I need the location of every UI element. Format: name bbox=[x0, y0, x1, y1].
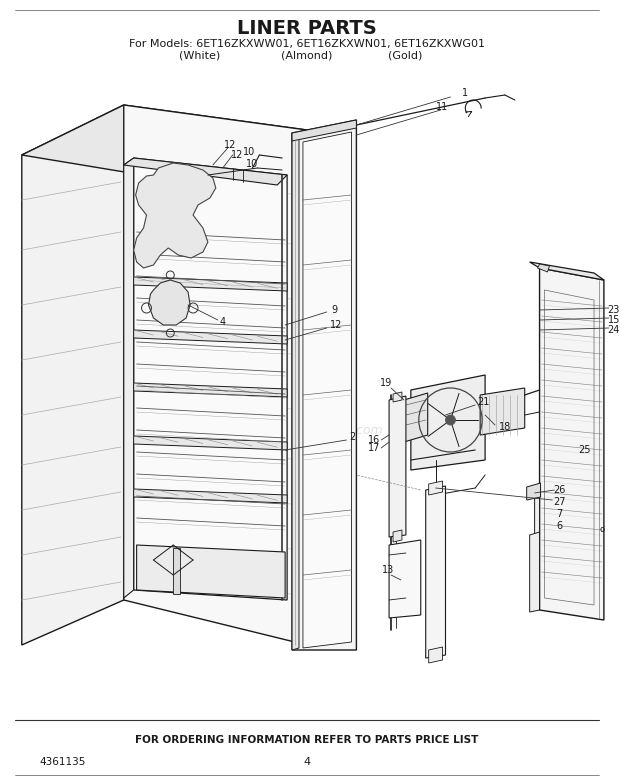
Polygon shape bbox=[393, 392, 402, 402]
Polygon shape bbox=[539, 268, 604, 620]
Polygon shape bbox=[124, 105, 307, 645]
Polygon shape bbox=[134, 436, 287, 450]
Polygon shape bbox=[292, 133, 299, 650]
Polygon shape bbox=[22, 105, 124, 645]
Text: (White): (White) bbox=[179, 50, 220, 60]
Polygon shape bbox=[389, 396, 406, 537]
Polygon shape bbox=[428, 481, 443, 495]
Text: eReplacementParts.com: eReplacementParts.com bbox=[231, 423, 383, 437]
Polygon shape bbox=[389, 540, 421, 618]
Polygon shape bbox=[22, 105, 307, 185]
Text: 15: 15 bbox=[608, 315, 620, 325]
Polygon shape bbox=[136, 545, 285, 598]
Polygon shape bbox=[134, 277, 287, 291]
Text: 1: 1 bbox=[463, 88, 468, 98]
Polygon shape bbox=[538, 264, 549, 272]
Text: 25: 25 bbox=[578, 445, 590, 455]
Polygon shape bbox=[303, 132, 352, 648]
Text: 9: 9 bbox=[332, 305, 338, 315]
Polygon shape bbox=[529, 532, 539, 612]
Text: 12: 12 bbox=[223, 140, 236, 150]
Polygon shape bbox=[124, 158, 287, 185]
Text: (Almond): (Almond) bbox=[281, 50, 332, 60]
Text: (Gold): (Gold) bbox=[388, 50, 422, 60]
Polygon shape bbox=[134, 489, 287, 503]
Polygon shape bbox=[149, 280, 190, 325]
Polygon shape bbox=[292, 120, 356, 141]
Polygon shape bbox=[173, 548, 180, 594]
Text: 13: 13 bbox=[382, 565, 394, 575]
Polygon shape bbox=[534, 487, 539, 537]
Text: FOR ORDERING INFORMATION REFER TO PARTS PRICE LIST: FOR ORDERING INFORMATION REFER TO PARTS … bbox=[135, 735, 479, 745]
Polygon shape bbox=[527, 483, 541, 500]
Text: 4: 4 bbox=[219, 317, 226, 327]
Text: 18: 18 bbox=[498, 422, 511, 432]
Text: 4361135: 4361135 bbox=[40, 757, 86, 767]
Polygon shape bbox=[480, 388, 525, 435]
Text: 2: 2 bbox=[349, 432, 356, 442]
Polygon shape bbox=[404, 393, 428, 442]
Polygon shape bbox=[529, 262, 604, 280]
Polygon shape bbox=[428, 647, 443, 663]
Text: 10: 10 bbox=[246, 159, 259, 169]
Text: LINER PARTS: LINER PARTS bbox=[237, 19, 377, 38]
Text: 10: 10 bbox=[244, 147, 255, 157]
Text: 6: 6 bbox=[556, 521, 562, 531]
Polygon shape bbox=[124, 158, 134, 598]
Polygon shape bbox=[411, 375, 485, 470]
Text: 27: 27 bbox=[553, 497, 565, 507]
Text: 24: 24 bbox=[608, 325, 620, 335]
Text: 12: 12 bbox=[231, 150, 244, 160]
Text: 12: 12 bbox=[330, 320, 343, 330]
Text: 11: 11 bbox=[436, 102, 449, 112]
Text: 19: 19 bbox=[380, 378, 392, 388]
Circle shape bbox=[446, 415, 456, 425]
Text: For Models: 6ET16ZKXWW01, 6ET16ZKXWN01, 6ET16ZKXWG01: For Models: 6ET16ZKXWW01, 6ET16ZKXWN01, … bbox=[129, 39, 485, 49]
Polygon shape bbox=[134, 163, 216, 268]
Polygon shape bbox=[134, 383, 287, 397]
Text: 7: 7 bbox=[556, 509, 562, 519]
Text: 21: 21 bbox=[477, 397, 489, 407]
Polygon shape bbox=[393, 530, 402, 542]
Text: 16: 16 bbox=[368, 435, 380, 445]
Polygon shape bbox=[134, 330, 287, 344]
Polygon shape bbox=[292, 120, 356, 650]
Polygon shape bbox=[426, 486, 446, 658]
Text: 26: 26 bbox=[553, 485, 565, 495]
Polygon shape bbox=[134, 158, 287, 600]
Text: o: o bbox=[600, 525, 604, 535]
Text: 23: 23 bbox=[608, 305, 620, 315]
Text: 4: 4 bbox=[303, 757, 311, 767]
Text: 17: 17 bbox=[368, 443, 381, 453]
